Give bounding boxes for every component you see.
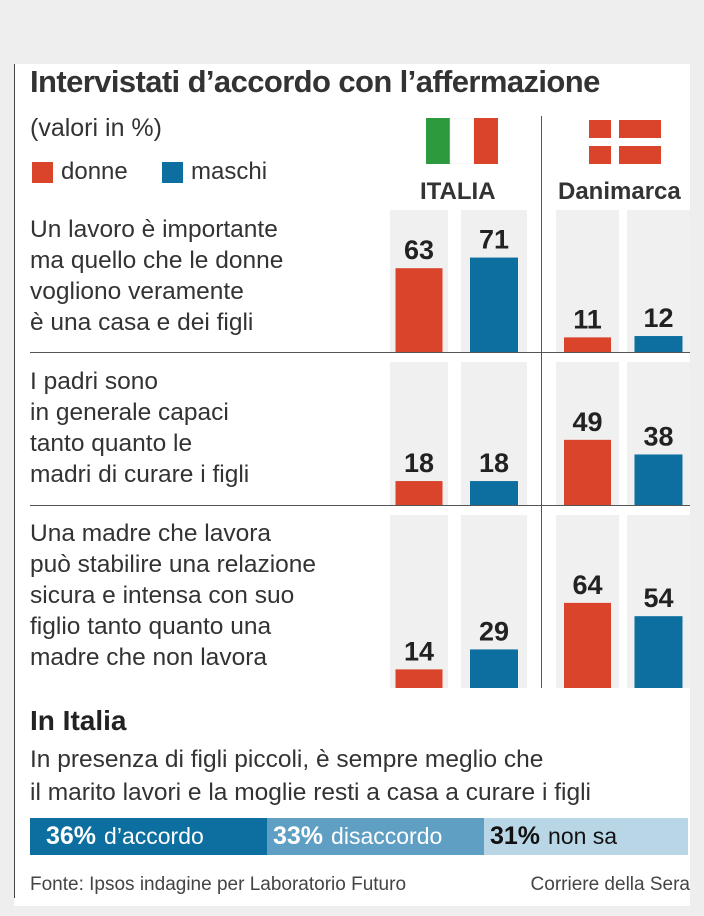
question-2-text: I padri sono in generale capaci tanto qu… (30, 368, 250, 488)
bar-label-danimarca-maschi-q3: 54 (643, 583, 673, 613)
question-1-text: Un lavoro è importante ma quello che le … (30, 216, 284, 336)
legend-label-donne: donne (61, 158, 128, 185)
legend-item-maschi: maschi (162, 158, 267, 186)
column-header-italia: ITALIA (420, 178, 496, 205)
bar-label-italia-maschi-q2: 18 (479, 448, 509, 478)
legend-label-maschi: maschi (191, 158, 268, 185)
bar-danimarca-donne-q1 (564, 337, 611, 352)
result-value-accordo: 36% (46, 822, 97, 850)
source-note: Fonte: Ipsos indagine per Laboratorio Fu… (30, 874, 407, 895)
bar-label-italia-donne-q1: 63 (404, 235, 434, 265)
row-divider-1 (30, 352, 690, 353)
country-divider (541, 116, 542, 688)
bar-label-danimarca-maschi-q2: 38 (643, 421, 673, 451)
italy-section-title: In Italia (30, 705, 127, 736)
bar-italia-maschi-q2 (470, 481, 518, 505)
bar-danimarca-maschi-q3 (634, 616, 683, 688)
bar-panel-italia-donne-q3 (390, 515, 448, 688)
bar-chart: 63 71 11 12 18 18 49 38 14 29 64 54 (390, 210, 690, 688)
bar-label-danimarca-donne-q2: 49 (572, 407, 602, 437)
legend-item-donne: donne (32, 158, 128, 186)
question-3-text: Una madre che lavora può stabilire una r… (30, 520, 317, 671)
bar-label-danimarca-maschi-q1: 12 (643, 303, 673, 333)
bar-italia-maschi-q1 (470, 257, 518, 352)
publisher-credit: Corriere della Sera (530, 874, 690, 895)
bar-label-italia-maschi-q1: 71 (479, 225, 509, 255)
bar-danimarca-donne-q3 (564, 602, 611, 688)
frame-line (14, 64, 15, 898)
italy-flag-icon (426, 118, 498, 164)
result-label-non-sa: non sa (548, 823, 618, 849)
bar-italia-donne-q2 (395, 481, 443, 505)
results-bar: 36% d’accordo 33% disaccordo 31% non sa (30, 818, 688, 855)
result-segment-accordo: 36% d’accordo (30, 818, 267, 855)
bar-label-italia-maschi-q3: 29 (479, 616, 509, 646)
bar-danimarca-donne-q2 (564, 439, 611, 505)
bar-panel-danimarca-donne-q1 (556, 210, 619, 352)
bar-danimarca-maschi-q2 (634, 454, 683, 505)
row-divider-2 (30, 505, 690, 506)
result-label-accordo: d’accordo (104, 823, 204, 849)
italy-statement-line-1: In presenza di figli piccoli, è sempre m… (30, 746, 544, 773)
denmark-flag-icon (589, 120, 661, 164)
bar-label-danimarca-donne-q1: 11 (573, 304, 602, 334)
bar-italia-donne-q1 (395, 268, 443, 352)
bar-label-italia-donne-q2: 18 (404, 448, 434, 478)
legend-swatch-maschi (162, 161, 183, 183)
bar-italia-donne-q3 (395, 669, 443, 688)
bar-label-italia-donne-q3: 14 (404, 636, 434, 666)
bar-panel-danimarca-maschi-q1 (627, 210, 690, 352)
result-segment-non-sa: 31% non sa (484, 818, 688, 855)
chart-title: Intervistati d’accordo con l’affermazion… (30, 64, 600, 99)
bar-danimarca-maschi-q1 (634, 336, 683, 352)
result-value-disaccordo: 33% (273, 822, 324, 850)
column-header-danimarca: Danimarca (558, 178, 681, 205)
bar-label-danimarca-donne-q3: 64 (572, 570, 602, 600)
result-segment-disaccordo: 33% disaccordo (267, 818, 484, 855)
result-label-disaccordo: disaccordo (331, 823, 443, 849)
legend-swatch-donne (32, 161, 53, 183)
result-value-non-sa: 31% (490, 822, 541, 850)
italy-statement-line-2: il marito lavori e la moglie resti a cas… (30, 779, 591, 806)
chart-subtitle: (valori in %) (30, 114, 162, 142)
bar-italia-maschi-q3 (470, 649, 518, 688)
